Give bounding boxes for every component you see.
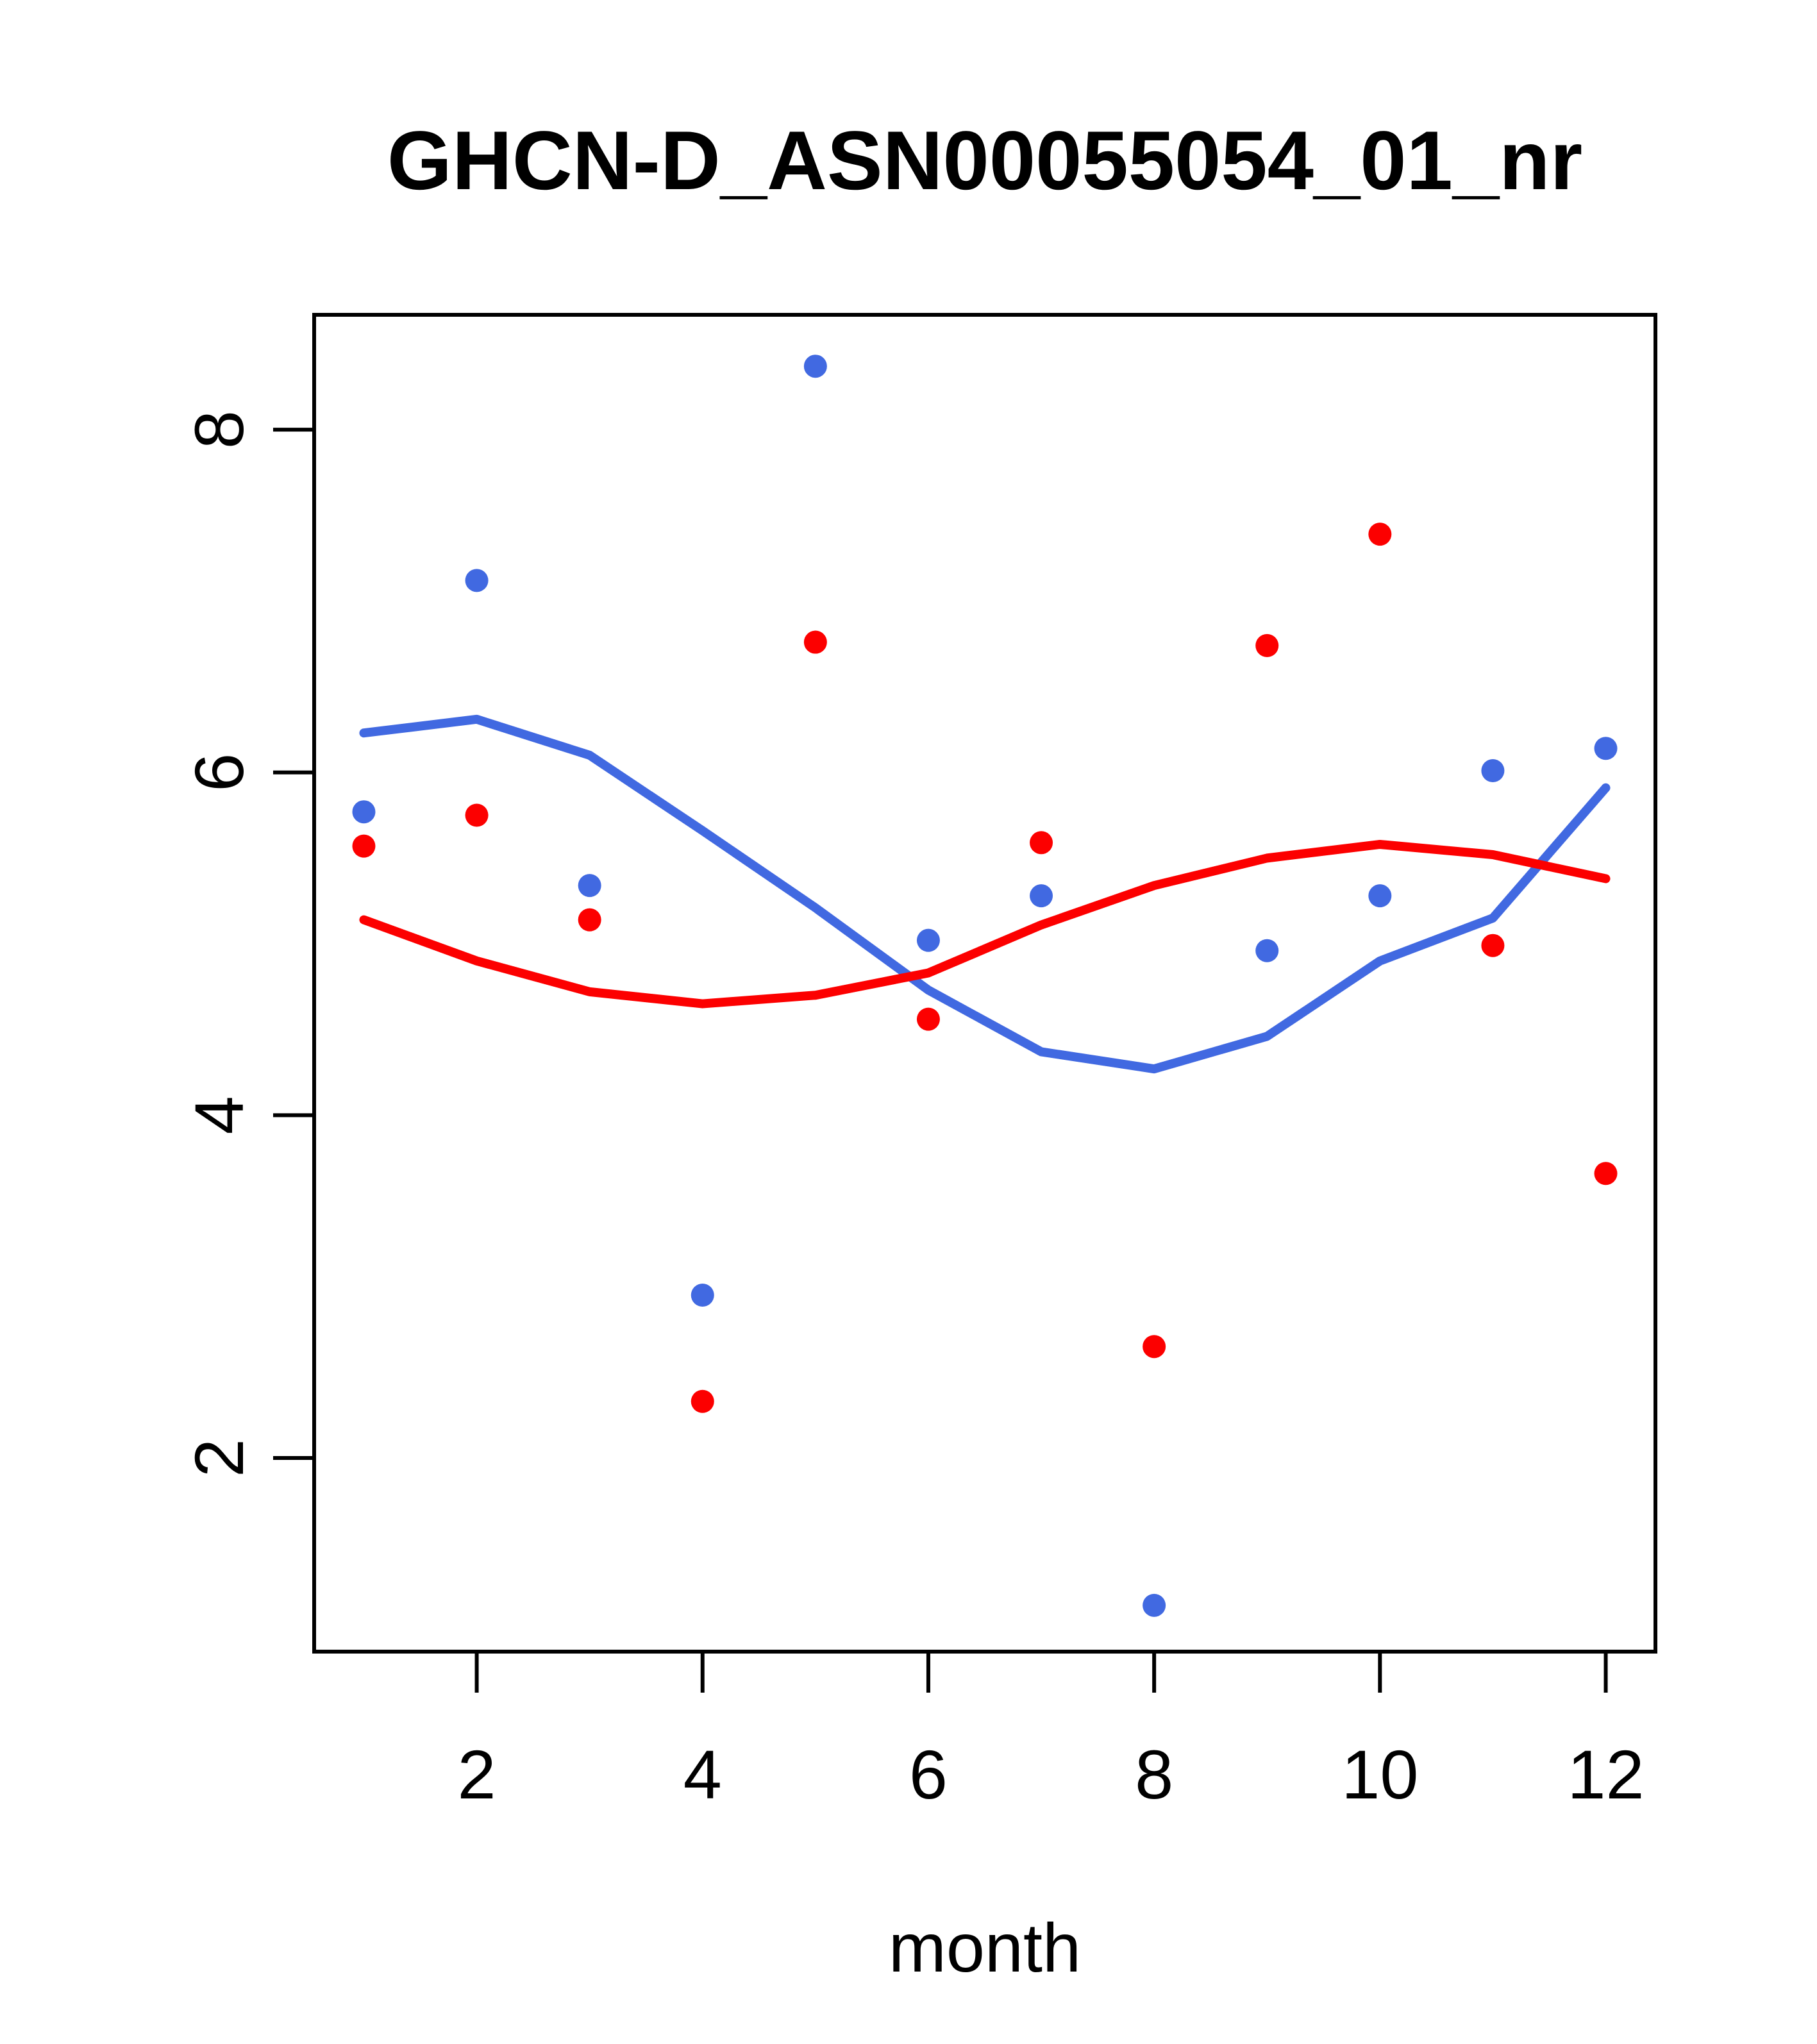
blue-points-point (1030, 884, 1053, 908)
blue-points-point (691, 1284, 714, 1307)
blue-points-point (1143, 1593, 1166, 1617)
red-points-point (465, 803, 489, 827)
red-points-point (1368, 523, 1392, 546)
x-tick-label: 4 (683, 1736, 722, 1813)
y-tick-label: 4 (180, 1096, 258, 1134)
chart-title: GHCN-D_ASN00055054_01_nr (387, 113, 1582, 207)
red-points-point (1030, 831, 1053, 855)
blue-points-point (1255, 939, 1279, 962)
red-points-point (1255, 633, 1279, 657)
plot-border (312, 313, 1657, 1654)
series-layer (352, 355, 1618, 1617)
red-points-point (352, 834, 376, 858)
blue-points-point (803, 355, 827, 378)
red-points-point (1481, 934, 1505, 957)
red-smooth-line (359, 839, 1611, 1009)
red-points-point (803, 630, 827, 654)
y-tick-label: 2 (180, 1439, 258, 1477)
blue-points-point (1368, 884, 1392, 908)
red-points-point (1143, 1335, 1166, 1359)
x-tick-label: 6 (909, 1736, 948, 1813)
x-axis-ticks: 2 4 6 8 10 12 (458, 1652, 1645, 1813)
x-axis-label: month (889, 1909, 1081, 1986)
blue-points-point (1481, 759, 1505, 783)
blue-points-point (1594, 737, 1618, 760)
blue-points-point (916, 928, 940, 952)
x-tick-label: 8 (1135, 1736, 1173, 1813)
y-tick-label: 6 (180, 753, 258, 792)
blue-points-point (352, 800, 376, 824)
red-points-point (578, 908, 601, 932)
red-points-point (916, 1007, 940, 1031)
red-points-point (691, 1389, 714, 1413)
y-axis-ticks: 2 4 6 8 (180, 410, 314, 1477)
blue-points-point (578, 874, 601, 898)
blue-smooth-line (359, 714, 1611, 1074)
y-tick-label: 8 (180, 410, 258, 449)
red-points-point (1594, 1162, 1618, 1185)
x-tick-label: 10 (1341, 1736, 1418, 1813)
x-tick-label: 2 (458, 1736, 496, 1813)
blue-points-point (465, 569, 489, 592)
x-tick-label: 12 (1567, 1736, 1644, 1813)
